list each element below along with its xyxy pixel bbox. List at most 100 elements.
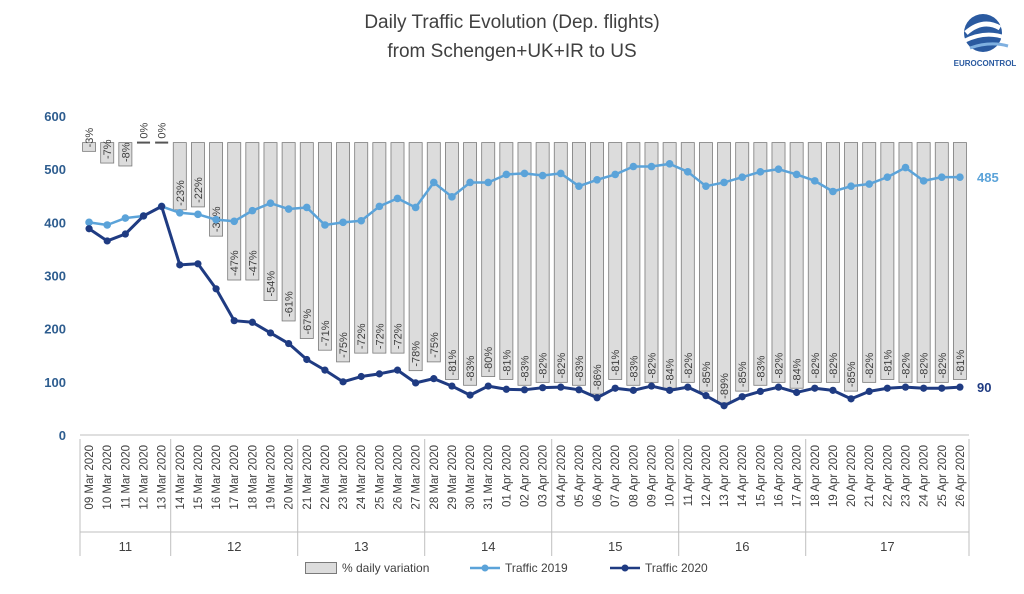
variation-bar <box>517 142 532 386</box>
variation-bar <box>590 142 605 395</box>
point-traffic-2020 <box>430 375 438 383</box>
point-traffic-2020 <box>139 212 148 220</box>
point-traffic-2019 <box>829 187 837 196</box>
point-traffic-2019 <box>683 168 692 176</box>
point-traffic-2020 <box>448 382 456 390</box>
point-traffic-2020 <box>339 378 347 386</box>
point-traffic-2019 <box>665 160 674 168</box>
x-tick-label: 05 Apr 2020 <box>574 445 586 507</box>
y-tick-label: 600 <box>44 109 66 124</box>
x-tick-label: 12 Apr 2020 <box>701 445 713 507</box>
x-tick-label: 16 Apr 2020 <box>774 445 786 507</box>
x-tick-label: 08 Apr 2020 <box>628 445 640 507</box>
variation-label: -82% <box>810 352 822 378</box>
x-tick-label: 21 Apr 2020 <box>864 445 876 507</box>
y-tick-label: 0 <box>59 428 66 443</box>
variation-bar <box>807 142 822 383</box>
point-traffic-2020 <box>684 383 692 391</box>
variation-bar <box>444 142 459 380</box>
variation-bar <box>898 142 913 383</box>
point-traffic-2019 <box>520 169 529 178</box>
point-traffic-2019 <box>611 170 620 179</box>
point-traffic-2019 <box>121 214 130 222</box>
end-label-2019: 485 <box>977 170 999 185</box>
x-tick-label: 19 Mar 2020 <box>266 445 278 510</box>
variation-bar <box>82 142 97 152</box>
x-tick-label: 29 Mar 2020 <box>447 445 459 510</box>
x-tick-label: 25 Mar 2020 <box>374 445 386 510</box>
variation-label: -83% <box>520 355 532 381</box>
chart-title: Daily Traffic Evolution (Dep. flights) <box>364 12 660 33</box>
point-traffic-2019 <box>284 205 293 213</box>
x-tick-label: 12 Mar 2020 <box>139 445 151 510</box>
x-tick-label: 31 Mar 2020 <box>483 445 495 510</box>
point-traffic-2019 <box>230 217 239 226</box>
variation-label: -7% <box>102 139 114 159</box>
variation-label: -82% <box>901 352 913 378</box>
y-tick-label: 400 <box>44 215 66 230</box>
variation-label: -83% <box>628 355 640 381</box>
x-tick-label: 26 Mar 2020 <box>393 445 405 510</box>
point-traffic-2019 <box>393 194 402 203</box>
x-tick-label: 06 Apr 2020 <box>592 445 604 507</box>
point-traffic-2019 <box>883 173 892 181</box>
variation-label: -47% <box>247 250 259 276</box>
variation-bar <box>680 142 695 383</box>
variation-bar <box>281 142 296 322</box>
point-traffic-2020 <box>303 355 311 364</box>
x-tick-label: 23 Mar 2020 <box>338 445 350 510</box>
variation-bar <box>662 142 677 389</box>
x-tick-label: 10 Mar 2020 <box>102 445 114 510</box>
variation-label: -72% <box>393 323 405 349</box>
point-traffic-2020 <box>466 391 474 399</box>
legend-item-2020: Traffic 2020 <box>610 561 708 575</box>
point-traffic-2019 <box>85 218 93 227</box>
point-traffic-2019 <box>302 203 311 212</box>
chart-subtitle: from Schengen+UK+IR to US <box>387 41 637 62</box>
variation-label: -67% <box>302 309 314 335</box>
point-traffic-2019 <box>901 163 910 172</box>
variation-bar <box>735 142 750 392</box>
point-traffic-2020 <box>539 384 547 392</box>
point-traffic-2019 <box>937 173 946 181</box>
variation-bar <box>190 142 205 208</box>
variation-bar <box>372 142 387 354</box>
point-traffic-2019 <box>538 171 547 180</box>
variation-label: -71% <box>320 320 332 346</box>
point-traffic-2019 <box>411 203 420 212</box>
point-traffic-2019 <box>357 216 366 225</box>
variation-label: -54% <box>266 271 278 297</box>
x-tick-label: 17 Mar 2020 <box>229 445 241 510</box>
variation-label: -85% <box>737 361 749 387</box>
point-traffic-2019 <box>792 170 801 179</box>
point-traffic-2020 <box>230 317 238 325</box>
variation-label: -85% <box>701 361 713 387</box>
week-label: 17 <box>880 539 894 554</box>
x-tick-label: 20 Apr 2020 <box>846 445 858 507</box>
point-traffic-2020 <box>702 392 710 400</box>
x-tick-label: 10 Apr 2020 <box>665 445 677 507</box>
variation-bar <box>535 142 550 383</box>
variation-label: -82% <box>647 352 659 378</box>
point-traffic-2020 <box>793 388 801 397</box>
point-traffic-2019 <box>647 162 656 171</box>
variation-label: -85% <box>846 361 858 387</box>
x-tick-label: 25 Apr 2020 <box>937 445 949 507</box>
variation-bar <box>481 142 496 377</box>
point-traffic-2020 <box>811 384 819 392</box>
point-traffic-2020 <box>357 372 365 381</box>
point-traffic-2019 <box>774 165 783 173</box>
point-traffic-2019 <box>629 162 638 171</box>
variation-bar <box>753 142 768 386</box>
point-traffic-2019 <box>865 180 874 188</box>
point-traffic-2020 <box>321 366 329 374</box>
variation-bar <box>934 142 949 383</box>
point-traffic-2019 <box>266 199 275 207</box>
variation-label: -8% <box>120 142 132 162</box>
x-tick-label: 30 Mar 2020 <box>465 445 477 510</box>
variation-bar <box>463 142 478 386</box>
point-traffic-2019 <box>484 178 493 187</box>
point-traffic-2020 <box>938 384 946 392</box>
point-traffic-2019 <box>502 170 511 179</box>
point-traffic-2020 <box>520 386 529 394</box>
